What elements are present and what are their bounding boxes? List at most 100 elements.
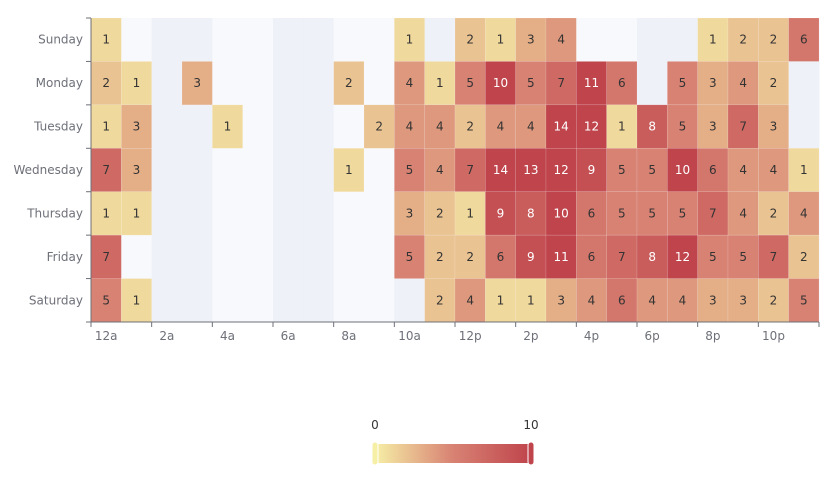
cell-value-label: 5 xyxy=(679,206,687,220)
cell-value-label: 7 xyxy=(618,250,626,264)
x-axis: 12a 2a 4a 6a 8a 10a 12p 2p 4p 6p 8p 10p xyxy=(90,321,820,343)
heatmap-cell xyxy=(788,191,820,236)
heatmap-cell xyxy=(485,278,516,323)
heatmap-cell xyxy=(454,61,486,106)
cell-value-label: 4 xyxy=(466,293,474,307)
cell-value-label: 4 xyxy=(800,206,808,220)
heatmap-cell xyxy=(333,61,365,106)
heatmap-cell xyxy=(181,61,213,106)
cell-value-label: 1 xyxy=(102,33,110,47)
cell-value-label: 2 xyxy=(345,76,353,90)
cell-value-label: 5 xyxy=(406,163,414,177)
cell-value-label: 9 xyxy=(497,206,505,220)
y-tick-label: Tuesday xyxy=(33,120,83,134)
heatmap-cell xyxy=(576,234,607,279)
cell-value-label: 5 xyxy=(648,206,656,220)
heatmap-cell xyxy=(121,104,152,149)
heatmap-cell xyxy=(758,278,789,323)
cell-value-label: 4 xyxy=(648,293,656,307)
cell-value-label: 3 xyxy=(709,120,717,134)
heatmap-cell xyxy=(667,148,698,192)
cell-value-label: 4 xyxy=(436,120,444,134)
heatmap-cell xyxy=(697,61,729,106)
heatmap-cell xyxy=(485,148,516,192)
cell-value-label: 6 xyxy=(588,206,596,220)
cell-value-label: 1 xyxy=(497,293,505,307)
cell-value-label: 5 xyxy=(679,120,687,134)
heatmap-cell xyxy=(667,104,698,149)
cell-value-label: 2 xyxy=(466,33,474,47)
cell-value-label: 5 xyxy=(648,163,656,177)
cell-value-label: 14 xyxy=(554,120,569,134)
heatmap-cell xyxy=(333,148,365,192)
cell-value-label: 5 xyxy=(739,250,747,264)
heatmap-cell xyxy=(697,191,729,236)
y-tick-label: Wednesday xyxy=(14,163,83,177)
heatmap-cell xyxy=(576,104,607,149)
y-tick-label: Sunday xyxy=(38,33,83,47)
heatmap-cell xyxy=(90,17,122,62)
heatmap-cell xyxy=(758,148,789,192)
cell-value-label: 2 xyxy=(466,120,474,134)
heatmap-cell xyxy=(758,191,789,236)
heatmap-cell xyxy=(485,191,516,236)
cell-value-label: 4 xyxy=(739,163,747,177)
heatmap-cell xyxy=(515,278,547,323)
heatmap-cell xyxy=(727,191,759,236)
cell-value-label: 3 xyxy=(133,163,141,177)
visual-map-bar[interactable] xyxy=(375,444,531,463)
heatmap-cell xyxy=(727,17,759,62)
heatmap-cell xyxy=(121,148,152,192)
y-axis: Sunday Monday Tuesday Wednesday Thursday Frid… xyxy=(14,17,92,323)
cell-value-label: 4 xyxy=(679,293,687,307)
heatmap-cell xyxy=(485,104,516,149)
cell-value-label: 4 xyxy=(497,120,505,134)
cell-value-label: 6 xyxy=(800,33,808,47)
x-tick-label: 6p xyxy=(645,329,660,343)
heatmap-cell xyxy=(454,278,486,323)
cell-value-label: 2 xyxy=(436,250,444,264)
heatmap-cell xyxy=(212,104,243,149)
x-tick-label: 8a xyxy=(341,329,356,343)
cell-value-label: 8 xyxy=(648,250,656,264)
heatmap-cell xyxy=(90,234,122,279)
heatmap-cell xyxy=(636,104,668,149)
heatmap-cell xyxy=(758,17,789,62)
cell-value-label: 6 xyxy=(618,76,626,90)
x-tick-label: 2a xyxy=(159,329,174,343)
heatmap-cell xyxy=(788,234,820,279)
cell-value-label: 8 xyxy=(648,120,656,134)
cell-value-label: 13 xyxy=(523,163,538,177)
heatmap-cell xyxy=(394,191,425,236)
heatmap-cell xyxy=(667,234,698,279)
heatmap-cell xyxy=(697,148,729,192)
empty-band xyxy=(242,18,274,322)
heatmap-cell xyxy=(636,234,668,279)
heatmap-cell xyxy=(90,278,122,323)
heatmap-cell xyxy=(515,104,547,149)
x-tick-label: 10p xyxy=(762,329,785,343)
cell-value-label: 3 xyxy=(527,33,535,47)
visual-map-min-label: 0 xyxy=(371,418,379,432)
visual-map-min-handle[interactable] xyxy=(371,441,379,466)
cell-value-label: 5 xyxy=(618,206,626,220)
heatmap-cell xyxy=(394,17,425,62)
heatmap-cell xyxy=(394,104,425,149)
cell-value-label: 3 xyxy=(133,120,141,134)
cell-value-label: 12 xyxy=(554,163,569,177)
cell-value-label: 7 xyxy=(739,120,747,134)
heatmap-cell xyxy=(606,278,638,323)
cell-value-label: 2 xyxy=(436,206,444,220)
heatmap-cell xyxy=(758,234,789,279)
empty-band xyxy=(364,18,395,322)
heatmap-cell xyxy=(394,234,425,279)
cell-value-label: 7 xyxy=(102,250,110,264)
heatmap-cell xyxy=(636,191,668,236)
cell-value-label: 4 xyxy=(406,76,414,90)
cell-value-label: 9 xyxy=(527,250,535,264)
heatmap-cell xyxy=(515,191,547,236)
cell-value-label: 1 xyxy=(224,120,232,134)
cell-value-label: 11 xyxy=(554,250,569,264)
visual-map-max-handle[interactable] xyxy=(527,441,535,466)
cell-value-label: 4 xyxy=(739,76,747,90)
